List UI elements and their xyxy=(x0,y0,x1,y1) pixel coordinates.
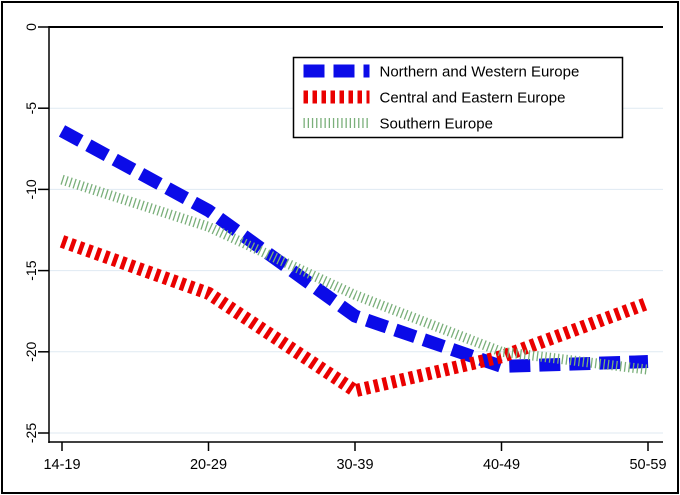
y-tick-label: 0 xyxy=(23,23,39,31)
x-tick-label: 20-29 xyxy=(190,457,227,473)
series-line-0 xyxy=(58,125,649,373)
y-tick-label: -20 xyxy=(23,341,39,361)
x-tick-label: 50-59 xyxy=(629,457,666,473)
legend-label-0: Northern and Western Europe xyxy=(380,64,580,81)
legend-label-2: Southern Europe xyxy=(380,116,493,133)
y-tick-label: -15 xyxy=(23,260,39,280)
series-line-2 xyxy=(60,174,649,375)
y-tick-label: -5 xyxy=(23,102,39,115)
y-tick-label: -10 xyxy=(23,179,39,199)
x-tick-label: 30-39 xyxy=(336,457,373,473)
x-tick-label: 40-49 xyxy=(483,457,520,473)
legend-label-1: Central and Eastern Europe xyxy=(380,90,566,107)
y-tick-label: -25 xyxy=(23,423,39,443)
x-tick-label: 14-19 xyxy=(43,457,80,473)
series-line-1 xyxy=(59,235,651,398)
